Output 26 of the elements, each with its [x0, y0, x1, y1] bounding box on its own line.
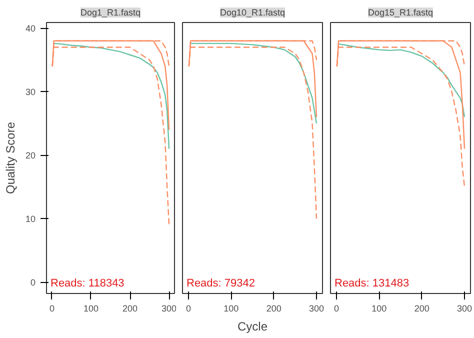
x-tick-label: 200 — [414, 304, 430, 314]
x-tick-label: 0 — [186, 304, 191, 314]
x-axis-title: Cycle — [237, 320, 268, 334]
y-tick-label: 0 — [30, 278, 36, 288]
x-tick-label: 0 — [49, 304, 54, 314]
x-tick-label: 200 — [266, 304, 282, 314]
y-tick-label: 20 — [25, 150, 36, 161]
x-tick-label: 100 — [83, 304, 99, 314]
y-tick-label: 10 — [25, 214, 36, 224]
y-axis-title: Quality Score — [3, 122, 18, 194]
y-tick-label: 30 — [25, 87, 36, 98]
x-tick-label: 0 — [334, 304, 339, 314]
line-series — [53, 42, 170, 150]
annotation: Reads: 118343 — [50, 278, 124, 290]
chart-title: Dog10_R1.fastq — [220, 8, 286, 18]
chart-title: Dog15_R1.fastq — [368, 8, 434, 18]
x-tick-label: 100 — [224, 304, 239, 314]
x-tick-label: 300 — [161, 304, 177, 314]
y-tick-label: 40 — [25, 24, 36, 34]
x-tick-label: 300 — [309, 304, 324, 314]
annotation: Reads: 79342 — [186, 278, 255, 290]
x-tick-label: 300 — [457, 304, 472, 314]
x-tick-label: 100 — [372, 304, 387, 314]
annotation: Reads: 131483 — [334, 278, 410, 290]
x-tick-label: 200 — [122, 304, 138, 314]
chart-title: Dog1_R1.fastq — [80, 8, 141, 18]
